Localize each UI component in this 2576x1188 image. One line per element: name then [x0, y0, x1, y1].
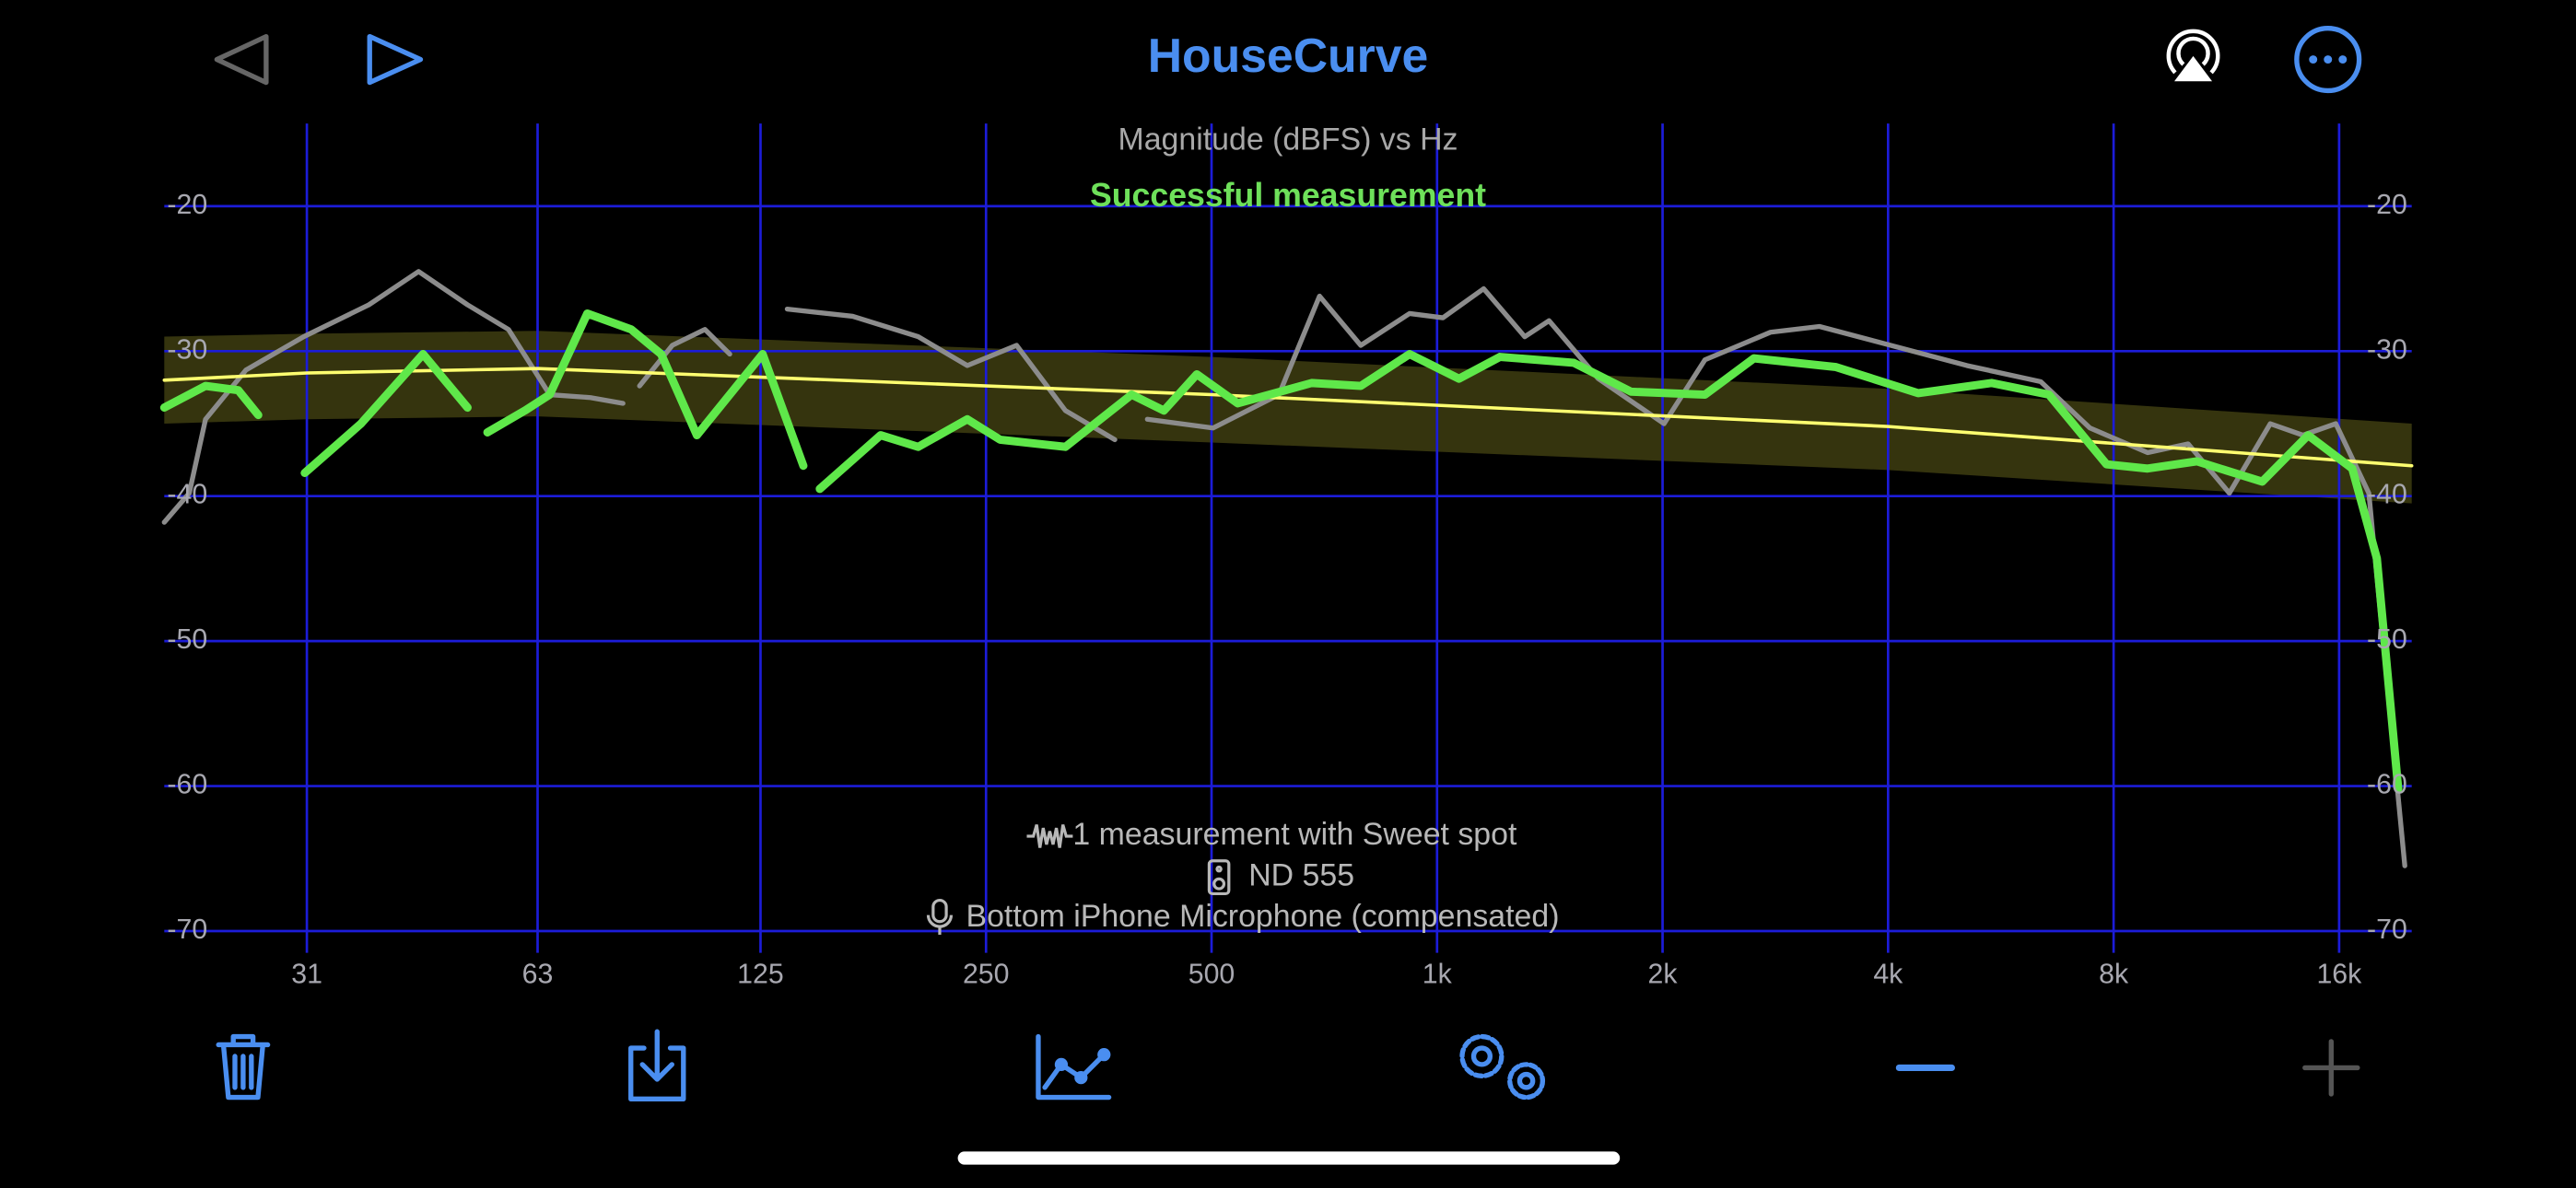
series-line: [161, 269, 2407, 868]
x-tick-label: 63: [522, 960, 554, 990]
y-tick-label: -60: [167, 770, 207, 800]
speaker-icon: [1207, 859, 1231, 896]
x-tick-label: 250: [963, 960, 1010, 990]
chart-title: Magnitude (dBFS) vs Hz: [1118, 122, 1458, 157]
plot: -20 -20 -30 -30 -40 -40 -50 -50 -60 -60 -70 -70 31 63…: [159, 123, 2414, 990]
play-button[interactable]: [367, 33, 424, 86]
back-button[interactable]: [214, 33, 269, 86]
y2-tick-label: -60: [2367, 770, 2407, 800]
y2-tick-label: -40: [2367, 480, 2407, 510]
delete-button[interactable]: [216, 1033, 271, 1101]
y2-tick-label: -20: [2367, 190, 2407, 220]
chart-button[interactable]: [1036, 1033, 1112, 1101]
zoom-in-button[interactable]: [2302, 1039, 2360, 1097]
series-line: [162, 367, 2414, 468]
y2-tick-label: -30: [2367, 334, 2407, 365]
x-tick-label: 4k: [1873, 960, 1903, 990]
status-annotation: Successful measurement: [1090, 177, 1486, 214]
microphone-icon: [926, 898, 954, 936]
microphone-info: Bottom iPhone Microphone (compensated): [966, 899, 1560, 934]
x-tick-label: 125: [737, 960, 784, 990]
airplay-button[interactable]: [2166, 29, 2220, 82]
y2-tick-label: -70: [2367, 914, 2407, 945]
home-indicator: [957, 1151, 1621, 1165]
x-tick-label: 8k: [2099, 960, 2129, 990]
more-button[interactable]: [2294, 26, 2362, 94]
y-tick-label: -70: [167, 914, 207, 945]
x-tick-label: 31: [291, 960, 322, 990]
y-tick-label: -50: [167, 624, 207, 655]
measurement-info: 1 measurement with Sweet spot: [1072, 817, 1517, 852]
x-tick-label: 1k: [1423, 960, 1453, 990]
y2-tick-label: -50: [2367, 624, 2407, 655]
target-band: [164, 331, 2412, 504]
settings-button[interactable]: [1459, 1033, 1546, 1101]
y-tick-label: -20: [167, 190, 207, 220]
x-tick-label: 16k: [2316, 960, 2362, 990]
x-tick-label: 500: [1188, 960, 1235, 990]
export-button[interactable]: [628, 1029, 686, 1101]
series-line: [159, 309, 2403, 794]
speaker-info: ND 555: [1248, 858, 1354, 893]
y-tick-label: -30: [167, 334, 207, 365]
x-tick-label: 2k: [1648, 960, 1679, 990]
waveform-icon: [1026, 824, 1073, 848]
y-tick-label: -40: [167, 480, 207, 510]
app-title: HouseCurve: [1148, 29, 1429, 82]
